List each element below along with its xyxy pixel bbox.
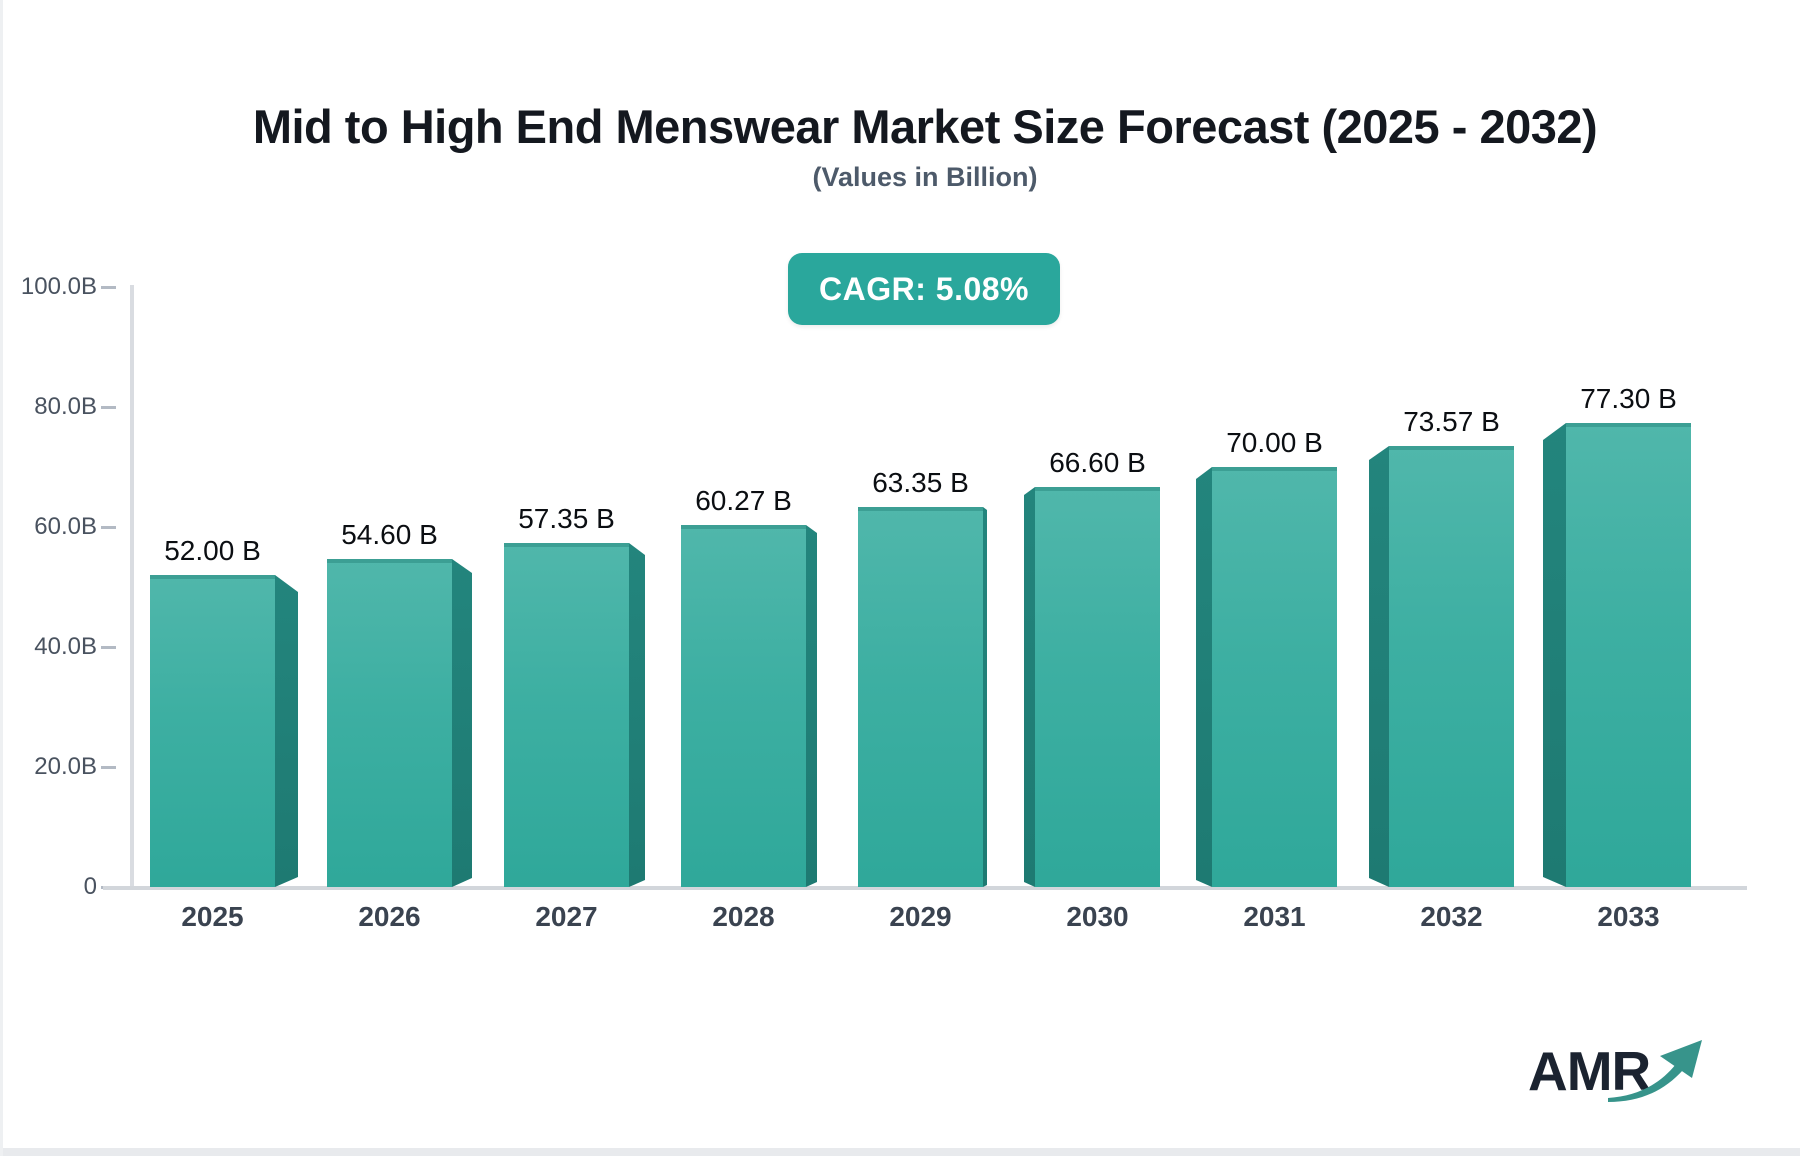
screenshot-left-edge [0, 0, 3, 1156]
bar-value-label: 73.57 B [1403, 406, 1500, 437]
bar-front-face [1035, 487, 1160, 887]
bar-side-face [629, 543, 645, 887]
bar-value-label: 63.35 B [872, 467, 969, 498]
x-axis-line [103, 886, 1747, 890]
x-tick-label: 2026 [358, 901, 421, 932]
bar-value-label: 52.00 B [164, 535, 261, 566]
bar-front-face [327, 559, 452, 887]
bar-value-label: 70.00 B [1226, 427, 1323, 458]
brand-logo: AMR [1528, 1036, 1738, 1114]
y-tick-label: 0 [83, 873, 97, 900]
y-tick-label: 100.0B [20, 273, 97, 300]
y-tick-label: 20.0B [34, 753, 97, 780]
y-tick-mark [101, 646, 116, 649]
screenshot-bottom-edge [0, 1148, 1800, 1156]
bar-value-label: 57.35 B [518, 503, 615, 534]
growth-arrow-icon [1608, 1040, 1702, 1102]
bar-side-face [1543, 423, 1566, 887]
cagr-badge-label: CAGR: 5.08% [819, 270, 1029, 307]
bar-front-face [150, 575, 275, 887]
y-axis-line [130, 285, 134, 888]
x-tick-label: 2029 [889, 901, 952, 932]
bar-side-face [1369, 446, 1389, 887]
bar-side-face [983, 507, 987, 887]
x-tick-label: 2025 [181, 901, 244, 932]
y-tick-mark [101, 766, 116, 769]
bar-side-face [275, 575, 298, 887]
bar-front-face [1212, 467, 1337, 887]
x-tick-label: 2030 [1066, 901, 1129, 932]
bar-side-face [806, 525, 817, 887]
x-tick-label: 2033 [1597, 901, 1660, 932]
y-tick-mark [101, 526, 116, 529]
bar-front-face [681, 525, 806, 887]
bar-side-face [1196, 467, 1212, 887]
x-tick-label: 2031 [1243, 901, 1306, 932]
bar-side-face [1024, 487, 1035, 887]
bar-front-face [1389, 446, 1514, 887]
bar-value-label: 60.27 B [695, 485, 792, 516]
bar-side-face [452, 559, 472, 887]
page-title: Mid to High End Menswear Market Size For… [252, 100, 1598, 153]
bar-front-face [1566, 423, 1691, 887]
y-tick-label: 40.0B [34, 633, 97, 660]
bar-front-face [504, 543, 629, 887]
y-tick-label: 60.0B [34, 513, 97, 540]
bar-value-label: 66.60 B [1049, 447, 1146, 478]
bar-value-label: 77.30 B [1580, 383, 1677, 414]
y-tick-mark [101, 286, 116, 289]
x-tick-label: 2027 [535, 901, 598, 932]
bar-front-face [858, 507, 983, 887]
cagr-badge: CAGR: 5.08% [788, 253, 1060, 325]
x-tick-label: 2032 [1420, 901, 1483, 932]
brand-logo-text: AMR [1528, 1040, 1651, 1102]
page-subtitle: (Values in Billion) [812, 162, 1038, 192]
y-tick-label: 80.0B [34, 393, 97, 420]
bar-value-label: 54.60 B [341, 519, 438, 550]
y-tick-mark [101, 406, 116, 409]
x-tick-label: 2028 [712, 901, 775, 932]
